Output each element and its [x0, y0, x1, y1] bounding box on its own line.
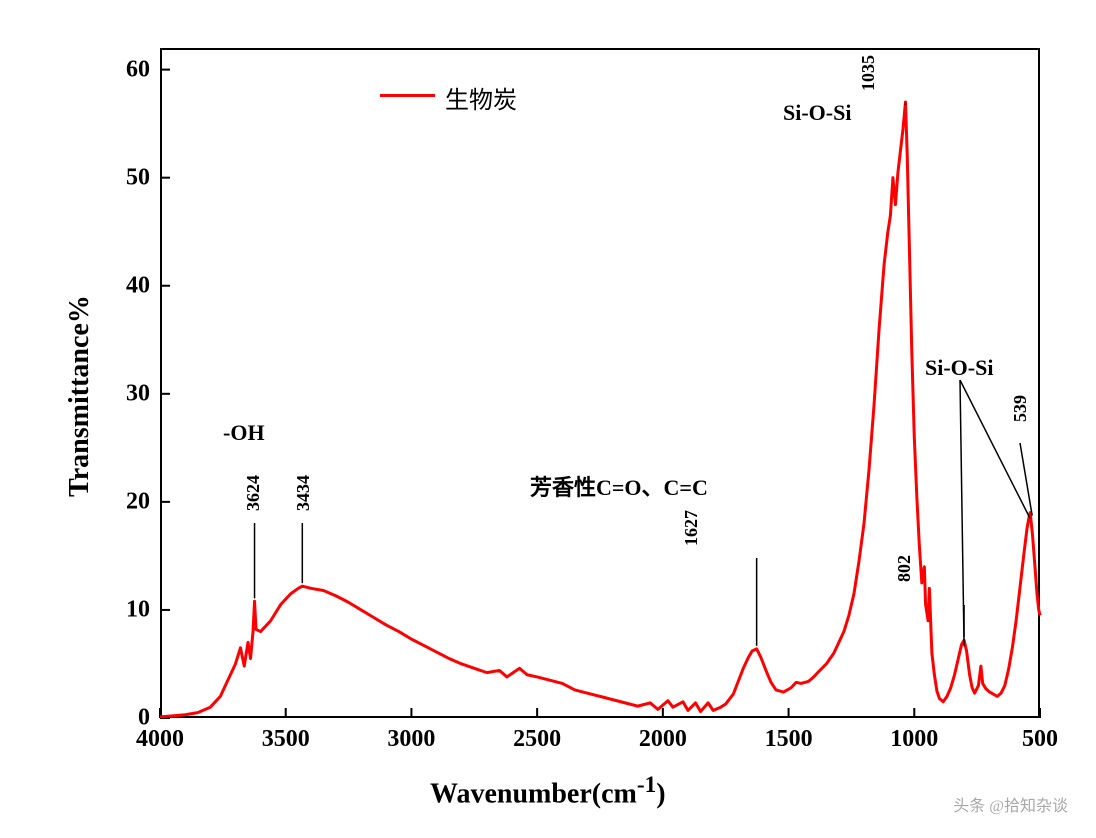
y-tick-label: 10 [110, 596, 150, 623]
x-tick-label: 1500 [765, 726, 813, 753]
y-tick-label: 30 [110, 380, 150, 407]
x-tick-label: 1000 [890, 726, 938, 753]
x-tick-label: 2000 [639, 726, 687, 753]
spectrum-svg [0, 0, 1096, 838]
y-tick-label: 50 [110, 164, 150, 191]
x-tick-label: 3500 [262, 726, 310, 753]
x-tick-label: 3000 [387, 726, 435, 753]
y-tick-label: 40 [110, 272, 150, 299]
y-tick-label: 20 [110, 488, 150, 515]
x-tick-label: 500 [1022, 726, 1058, 753]
x-tick-label: 2500 [513, 726, 561, 753]
y-tick-label: 0 [110, 705, 150, 732]
ftir-chart: Transmittance% Wavenumber(cm-1) 生物炭 -OH … [0, 0, 1096, 838]
y-tick-label: 60 [110, 56, 150, 83]
